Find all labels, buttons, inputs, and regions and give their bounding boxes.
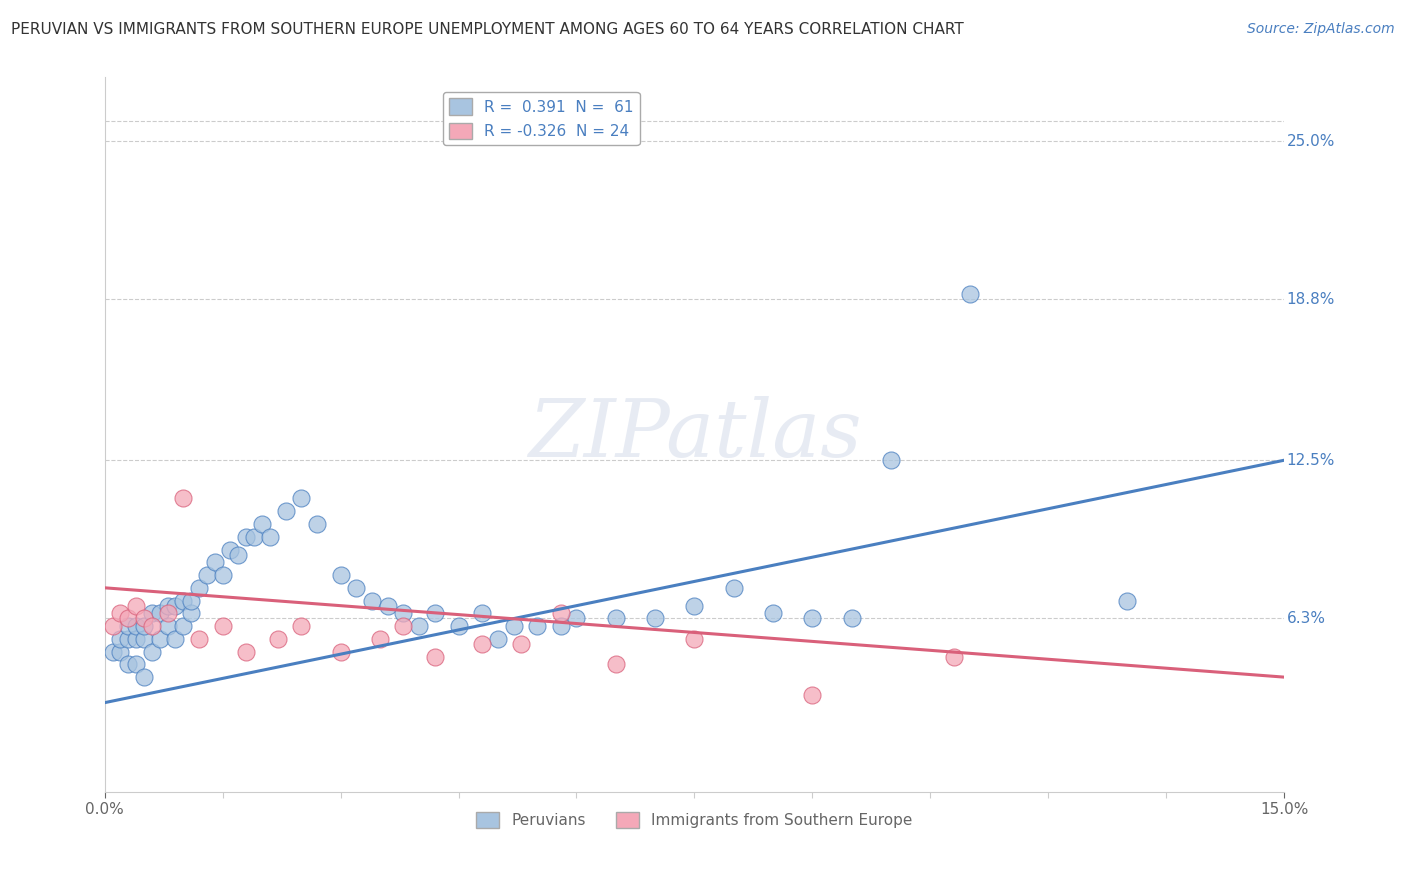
Point	[565, 611, 588, 625]
Point	[377, 599, 399, 613]
Point	[471, 607, 494, 621]
Point	[156, 619, 179, 633]
Point	[149, 632, 172, 646]
Point	[959, 287, 981, 301]
Point	[219, 542, 242, 557]
Point	[471, 637, 494, 651]
Point	[502, 619, 524, 633]
Point	[101, 619, 124, 633]
Point	[1116, 593, 1139, 607]
Point	[101, 645, 124, 659]
Point	[408, 619, 430, 633]
Point	[195, 568, 218, 582]
Point	[125, 599, 148, 613]
Point	[235, 645, 257, 659]
Point	[423, 607, 446, 621]
Point	[447, 619, 470, 633]
Point	[117, 657, 139, 672]
Point	[243, 530, 266, 544]
Point	[180, 607, 202, 621]
Text: 25.0%: 25.0%	[1286, 134, 1334, 149]
Point	[605, 611, 627, 625]
Point	[132, 619, 155, 633]
Text: ZIPatlas: ZIPatlas	[527, 396, 862, 474]
Point	[110, 632, 132, 646]
Point	[290, 491, 312, 506]
Point	[361, 593, 384, 607]
Point	[605, 657, 627, 672]
Text: PERUVIAN VS IMMIGRANTS FROM SOUTHERN EUROPE UNEMPLOYMENT AMONG AGES 60 TO 64 YEA: PERUVIAN VS IMMIGRANTS FROM SOUTHERN EUR…	[11, 22, 965, 37]
Text: 18.8%: 18.8%	[1286, 292, 1334, 307]
Point	[486, 632, 509, 646]
Point	[683, 599, 706, 613]
Point	[117, 632, 139, 646]
Point	[368, 632, 391, 646]
Point	[683, 632, 706, 646]
Point	[235, 530, 257, 544]
Point	[180, 593, 202, 607]
Point	[172, 619, 194, 633]
Point	[132, 632, 155, 646]
Point	[550, 619, 572, 633]
Point	[188, 581, 211, 595]
Point	[290, 619, 312, 633]
Point	[266, 632, 288, 646]
Point	[211, 619, 233, 633]
Point	[149, 607, 172, 621]
Point	[274, 504, 297, 518]
Point	[165, 599, 187, 613]
Point	[510, 637, 533, 651]
Point	[141, 645, 163, 659]
Point	[132, 611, 155, 625]
Point	[723, 581, 745, 595]
Point	[329, 568, 352, 582]
Point	[344, 581, 367, 595]
Point	[141, 607, 163, 621]
Point	[550, 607, 572, 621]
Point	[172, 491, 194, 506]
Point	[644, 611, 666, 625]
Point	[801, 611, 824, 625]
Point	[329, 645, 352, 659]
Point	[141, 619, 163, 633]
Point	[125, 657, 148, 672]
Point	[762, 607, 785, 621]
Text: Source: ZipAtlas.com: Source: ZipAtlas.com	[1247, 22, 1395, 37]
Point	[392, 619, 415, 633]
Point	[125, 632, 148, 646]
Point	[188, 632, 211, 646]
Point	[841, 611, 863, 625]
Point	[117, 611, 139, 625]
Point	[880, 453, 903, 467]
Point	[392, 607, 415, 621]
Point	[110, 607, 132, 621]
Point	[423, 649, 446, 664]
Point	[117, 619, 139, 633]
Point	[132, 670, 155, 684]
Text: 6.3%: 6.3%	[1286, 611, 1326, 626]
Point	[156, 599, 179, 613]
Point	[801, 688, 824, 702]
Point	[259, 530, 281, 544]
Point	[526, 619, 548, 633]
Point	[204, 555, 226, 569]
Legend: Peruvians, Immigrants from Southern Europe: Peruvians, Immigrants from Southern Euro…	[470, 806, 920, 834]
Point	[165, 632, 187, 646]
Point	[110, 645, 132, 659]
Point	[156, 607, 179, 621]
Point	[305, 516, 328, 531]
Point	[172, 593, 194, 607]
Point	[250, 516, 273, 531]
Point	[228, 548, 250, 562]
Point	[211, 568, 233, 582]
Point	[942, 649, 965, 664]
Text: 12.5%: 12.5%	[1286, 453, 1334, 467]
Point	[125, 619, 148, 633]
